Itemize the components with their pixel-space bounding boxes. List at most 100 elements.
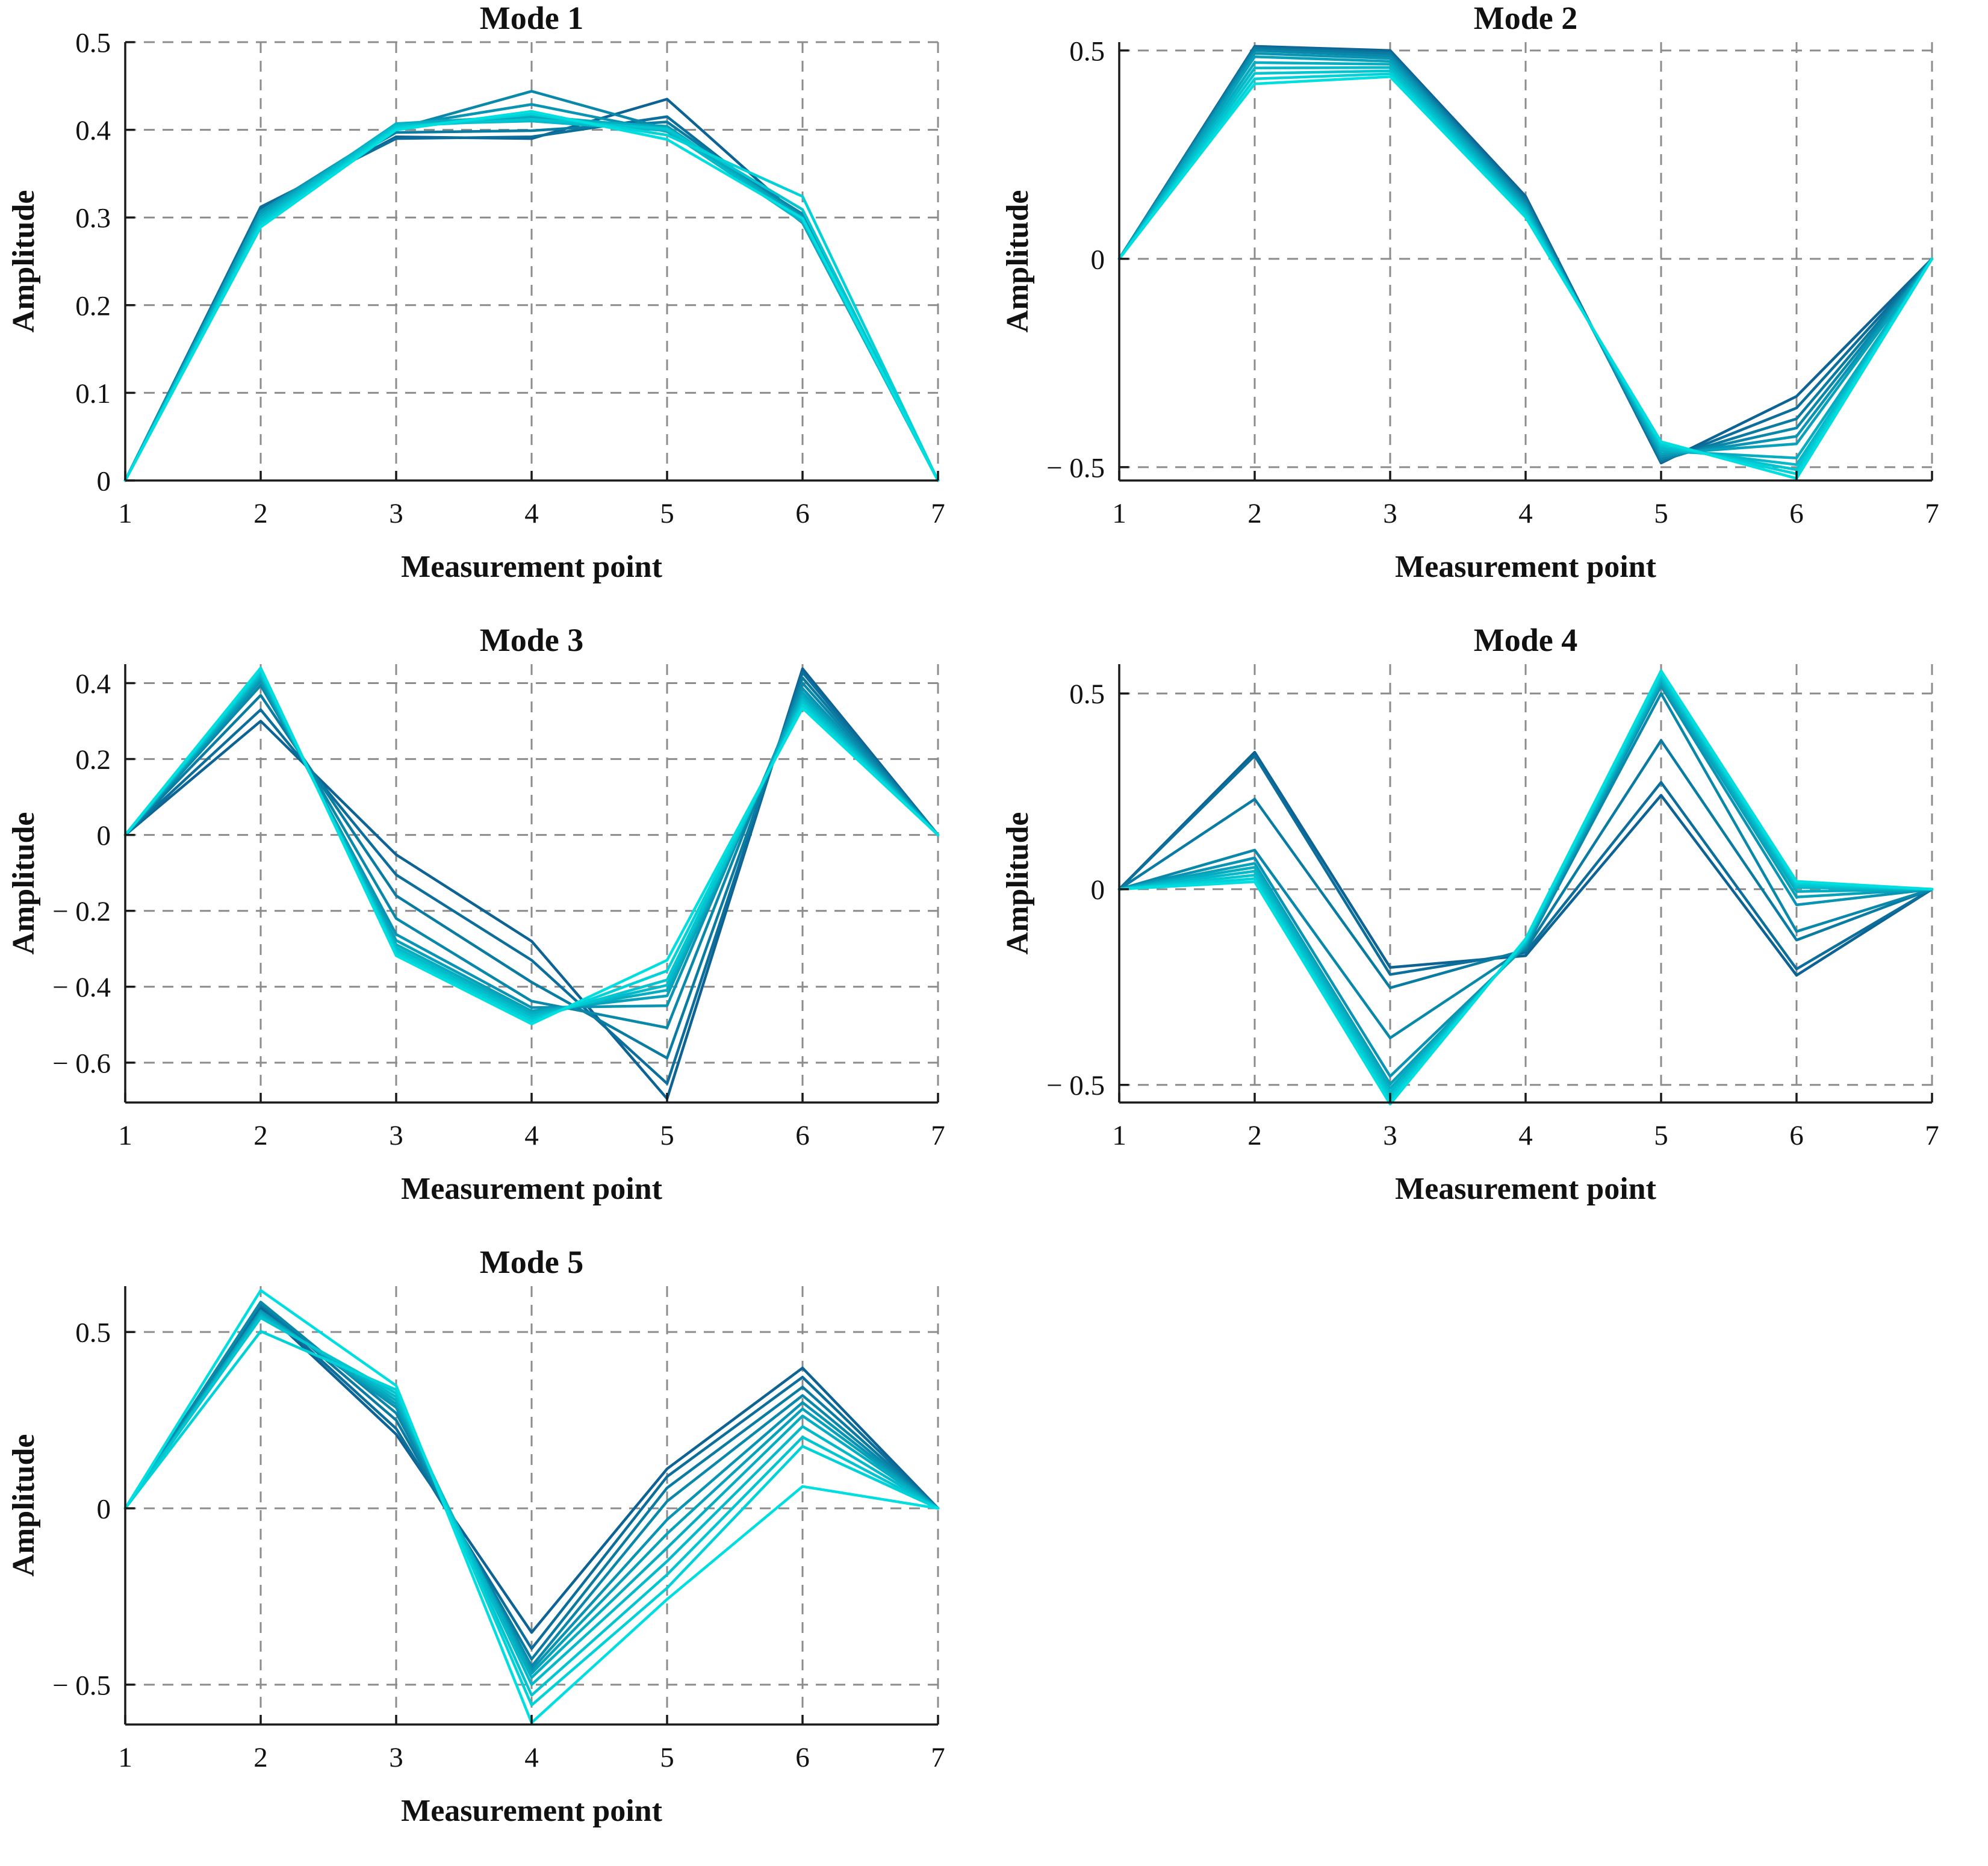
chart-title: Mode 2 [1474,0,1577,36]
y-tick-label: 0.5 [1069,36,1105,67]
x-tick-label: 7 [1925,498,1939,529]
y-tick-label: − 0.6 [52,1048,111,1079]
y-tick-label: − 0.5 [1046,1070,1105,1101]
y-axis-label: Amplitude [1001,190,1035,333]
series-line-10 [123,113,940,482]
tick-labels: − 0.6 − 0.4 − 0.2 0 0.2 0.4 1 2 3 4 5 6 7 [52,668,945,1151]
axes [124,664,939,1104]
series-line-1 [1117,751,1934,977]
y-tick-label: 0.5 [75,27,111,58]
tick-labels: − 0.5 0 0.5 1 2 3 4 5 6 7 [1046,679,1939,1151]
x-tick-label: 7 [931,498,945,529]
tick-labels: 0 0.1 0.2 0.3 0.4 0.5 1 2 3 4 5 6 7 [75,27,945,529]
x-tick-label: 2 [253,498,268,529]
y-tick-label: 0 [97,1493,111,1525]
chart-title: Mode 3 [480,622,583,658]
x-tick-label: 6 [795,1742,810,1773]
subplot-mode-1: 0 0.1 0.2 0.3 0.4 0.5 1 2 3 4 5 6 7 Mode 1 Measurement… [0,0,994,622]
series-line-9 [123,1316,940,1697]
series-line-5 [123,103,940,482]
y-tick-label: 0 [1091,244,1105,275]
series-line-3 [1117,739,1934,989]
series-line-4 [123,682,940,1030]
series-line-1 [123,667,940,1100]
x-tick-label: 1 [1112,1120,1126,1151]
x-tick-label: 5 [660,498,674,529]
series-line-7 [1117,61,1934,459]
x-tick-label: 1 [118,498,132,529]
x-tick-label: 4 [1518,1120,1533,1151]
chart-canvas-mode-1: 0 0.1 0.2 0.3 0.4 0.5 1 2 3 4 5 6 7 Mode 1 Measurement… [7,0,945,584]
subplot-mode-5: − 0.5 0 0.5 1 2 3 4 5 6 7 Mode 5 Measurement point A… [0,1244,994,1866]
x-tick-label: 4 [524,1742,539,1773]
chart-title: Mode 5 [480,1244,583,1280]
y-axis-label: Amplitude [7,190,41,333]
tick-labels: − 0.5 0 0.5 1 2 3 4 5 6 7 [1046,36,1939,529]
y-tick-label: 0.1 [75,378,111,409]
series-line-10 [123,1330,940,1707]
series-lines [1117,669,1934,1106]
x-tick-label: 7 [1925,1120,1939,1151]
y-tick-label: 0.4 [75,668,111,700]
y-tick-label: 0 [1091,874,1105,906]
series-line-8 [123,119,940,482]
chart-canvas-mode-4: − 0.5 0 0.5 1 2 3 4 5 6 7 Mode 4 Measurement point A… [1001,622,1939,1206]
x-tick-label: 2 [1247,1120,1262,1151]
x-tick-label: 3 [1383,1120,1397,1151]
x-tick-label: 4 [524,1120,539,1151]
x-tick-label: 3 [389,1120,403,1151]
x-tick-label: 2 [1247,498,1262,529]
y-tick-label: − 0.5 [52,1670,111,1701]
y-tick-label: − 0.5 [1046,452,1105,484]
grid-lines [124,41,939,482]
axes [1118,42,1933,482]
x-axis-label: Measurement point [401,1172,662,1206]
empty-cell [994,1244,1988,1866]
y-tick-label: 0.3 [75,203,111,234]
series-line-2 [1117,754,1934,976]
grid-lines [124,664,939,1102]
series-lines [1117,45,1934,480]
x-axis-label: Measurement point [401,550,662,584]
series-line-11 [123,110,940,482]
subplot-cell-mode-3: − 0.6 − 0.4 − 0.2 0 0.2 0.4 1 2 3 4 5 6 7 Mode 3 Measu… [0,622,994,1244]
series-line-11 [123,667,940,1025]
x-tick-label: 5 [660,1120,674,1151]
subplot-mode-3: − 0.6 − 0.4 − 0.2 0 0.2 0.4 1 2 3 4 5 6 7 Mode 3 Measu… [0,622,994,1244]
x-tick-label: 1 [118,1120,132,1151]
y-axis-label: Amplitude [7,812,41,955]
subplot-cell-mode-4: − 0.5 0 0.5 1 2 3 4 5 6 7 Mode 4 Measurement point A… [994,622,1988,1244]
series-line-8 [123,1314,940,1687]
series-line-6 [1117,55,1934,455]
y-tick-label: 0.5 [1069,679,1105,710]
x-tick-label: 3 [389,498,403,529]
axes [124,1286,939,1726]
y-axis-label: Amplitude [7,1434,41,1577]
subplot-mode-4: − 0.5 0 0.5 1 2 3 4 5 6 7 Mode 4 Measurement point A… [994,622,1988,1244]
series-line-3 [1117,47,1934,462]
series-lines [123,90,940,482]
x-tick-label: 4 [524,498,539,529]
subplot-mode-2: − 0.5 0 0.5 1 2 3 4 5 6 7 Mode 2 Measurement point A… [994,0,1988,622]
x-tick-label: 7 [931,1742,945,1773]
series-line-6 [123,1311,940,1675]
series-line-4 [1117,49,1934,460]
tick-labels: − 0.5 0 0.5 1 2 3 4 5 6 7 [52,1317,945,1773]
chart-canvas-mode-5: − 0.5 0 0.5 1 2 3 4 5 6 7 Mode 5 Measurement point A… [7,1244,945,1828]
x-axis-label: Measurement point [1395,1172,1656,1206]
x-tick-label: 1 [118,1742,132,1773]
y-tick-label: 0.4 [75,115,111,146]
series-line-11 [1117,669,1934,1106]
series-line-4 [123,1301,940,1668]
x-tick-label: 5 [660,1742,674,1773]
y-axis-label: Amplitude [1001,812,1035,955]
x-tick-label: 6 [795,1120,810,1151]
chart-title: Mode 1 [480,0,583,36]
series-line-5 [1117,52,1934,458]
axes [1118,664,1933,1104]
x-tick-label: 3 [1383,498,1397,529]
x-tick-label: 6 [795,498,810,529]
series-line-9 [123,117,940,482]
grid-lines [1118,42,1933,480]
